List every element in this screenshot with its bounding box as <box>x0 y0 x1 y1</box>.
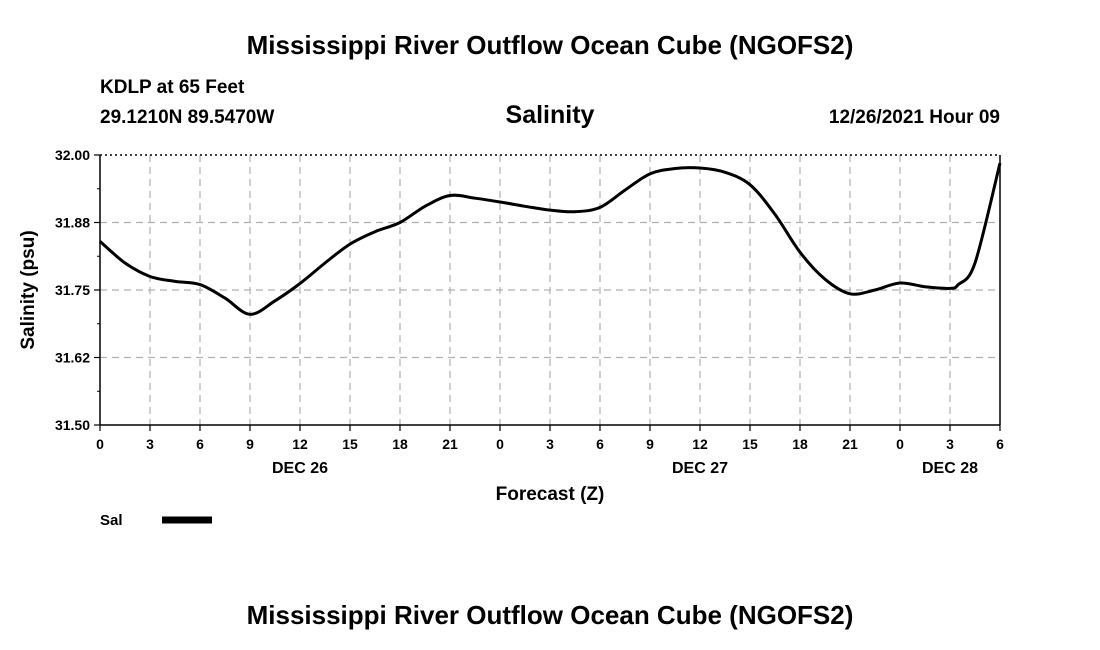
y-tick-label: 32.00 <box>55 147 90 163</box>
axes <box>94 154 1001 431</box>
y-tick-label: 31.88 <box>55 215 90 231</box>
legend-label: Sal <box>100 512 123 529</box>
x-tick-label: 0 <box>96 436 104 452</box>
grid-lines <box>100 155 1000 425</box>
x-tick-label: 3 <box>946 436 954 452</box>
x-tick-label: 9 <box>246 436 254 452</box>
day-label: DEC 27 <box>672 460 728 477</box>
series-line-sal <box>99 162 1002 316</box>
tick-labels: 0 3 6 9 12 15 18 21 0 3 6 9 12 15 18 21 0 3 6 32.00 31.88 31.… <box>55 147 1004 477</box>
salinity-chart: 0 3 6 9 12 15 18 21 0 3 6 9 12 15 18 21 0 3 6 32.00 31.88 31.… <box>18 147 1004 529</box>
x-tick-label: 6 <box>196 436 204 452</box>
x-tick-label: 6 <box>996 436 1004 452</box>
station-label: KDLP at 65 Feet <box>100 77 245 98</box>
variable-title: Salinity <box>505 101 595 129</box>
chart-title: Mississippi River Outflow Ocean Cube (NG… <box>246 30 854 60</box>
x-tick-label: 18 <box>792 436 808 452</box>
x-tick-label: 6 <box>596 436 604 452</box>
series-layer <box>99 162 1002 316</box>
y-tick-label: 31.50 <box>55 417 90 433</box>
x-tick-label: 0 <box>896 436 904 452</box>
day-label: DEC 26 <box>272 460 328 477</box>
x-tick-label: 3 <box>546 436 554 452</box>
day-label: DEC 28 <box>922 460 978 477</box>
x-tick-label: 15 <box>342 436 358 452</box>
x-tick-label: 3 <box>146 436 154 452</box>
x-tick-label: 9 <box>646 436 654 452</box>
x-tick-label: 15 <box>742 436 758 452</box>
x-tick-label: 21 <box>442 436 458 452</box>
y-axis-label: Salinity (psu) <box>18 230 39 349</box>
y-tick-label: 31.75 <box>55 282 90 298</box>
x-tick-label: 12 <box>692 436 708 452</box>
station-coordinates: 29.1210N 89.5470W <box>100 107 275 128</box>
footer-title: Mississippi River Outflow Ocean Cube (NG… <box>246 600 854 630</box>
x-tick-label: 21 <box>842 436 858 452</box>
x-tick-label: 18 <box>392 436 408 452</box>
x-axis-label: Forecast (Z) <box>496 484 605 505</box>
x-tick-label: 0 <box>496 436 504 452</box>
forecast-datetime: 12/26/2021 Hour 09 <box>828 107 1000 128</box>
legend: Sal <box>100 512 212 529</box>
y-tick-label: 31.62 <box>55 350 90 366</box>
x-tick-label: 12 <box>292 436 308 452</box>
